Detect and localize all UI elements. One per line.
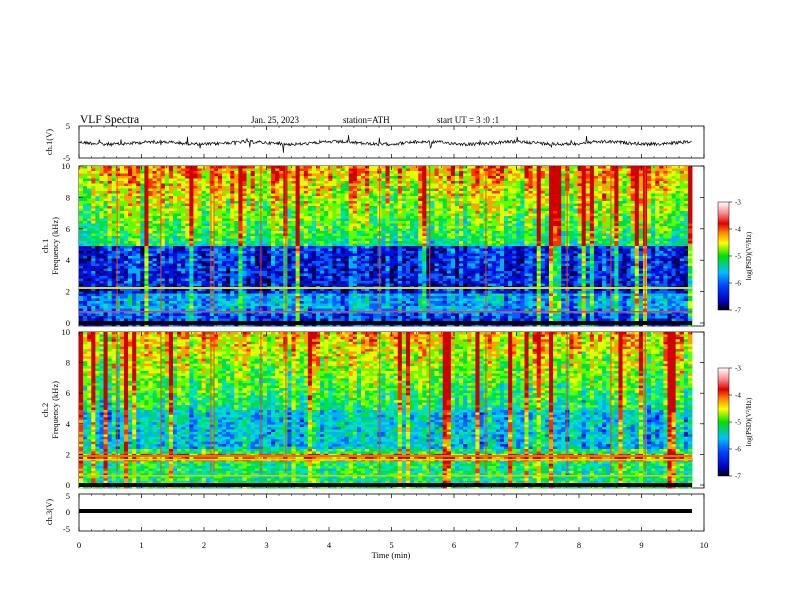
time-tick-label: 5 [389, 540, 393, 550]
start-ut-label: start UT = 3 :0 :1 [437, 115, 499, 125]
freq-tick-label: 4 [66, 255, 71, 265]
freq-tick-label: 10 [62, 327, 71, 337]
colorbar-tick-label: -6 [735, 446, 741, 454]
ch2-spec-ylabel-channel: ch.2 [40, 403, 50, 417]
ch1-ytick-top: 5 [66, 121, 70, 131]
freq-tick-label: 6 [66, 388, 70, 398]
ch3-ytick-mid: 0 [66, 507, 70, 517]
ch2-colorbar-label: log(PSD)(V²/Hz) [745, 397, 753, 446]
colorbar-tick-label: -4 [735, 392, 741, 400]
freq-tick-label: 2 [66, 287, 70, 297]
ch3-ylabel: ch.3(V) [44, 499, 54, 525]
ch3-waveform-line [79, 509, 692, 513]
time-tick-label: 2 [202, 540, 206, 550]
time-tick-label: 7 [514, 540, 518, 550]
colorbar-tick-label: -3 [735, 199, 741, 207]
ch1-colorbar-gradient [718, 202, 729, 310]
ch2-colorbar: -3 -4 -5 -6 -7 log(PSD)(V²/Hz) [718, 365, 753, 481]
ch1-colorbar-label: log(PSD)(V²/Hz) [745, 231, 753, 280]
ch1-spec-ylabel-channel: ch.1 [40, 239, 50, 253]
station-label: station=ATH [343, 115, 390, 125]
ch2-spec-ylabel-freq: Frequency (kHz) [50, 381, 60, 439]
freq-tick-label: 4 [66, 419, 71, 429]
time-axis-label: Time (min) [372, 550, 411, 560]
ch1-colorbar: -3 -4 -5 -6 -7 log(PSD)(V²/Hz) [718, 199, 753, 315]
colorbar-tick-label: -3 [735, 365, 741, 373]
time-tick-label: 3 [264, 540, 268, 550]
ch3-ytick-top: 5 [66, 491, 70, 501]
figure-title: VLF Spectra [80, 114, 139, 126]
ch1-spectrogram-image [79, 166, 692, 326]
ch1-waveform-panel: 5 -5 ch.1(V) [44, 121, 704, 163]
time-tick-label: 4 [327, 540, 332, 550]
colorbar-tick-label: -5 [735, 419, 741, 427]
ch3-waveform-panel: 5 0 -5 ch.3(V) [44, 491, 704, 534]
time-tick-label: 10 [700, 540, 709, 550]
freq-tick-label: 8 [66, 192, 70, 202]
date-label: Jan. 25, 2023 [251, 115, 299, 125]
freq-tick-label: 6 [66, 224, 70, 234]
time-tick-label: 1 [139, 540, 143, 550]
colorbar-tick-label: -7 [735, 473, 741, 481]
colorbar-tick-label: -4 [735, 226, 741, 234]
ch1-spec-ylabel-freq: Frequency (kHz) [50, 217, 60, 275]
colorbar-tick-label: -5 [735, 253, 741, 261]
freq-tick-label: 8 [66, 358, 70, 368]
ch1-ylabel: ch.1(V) [44, 129, 54, 155]
time-tick-label: 9 [639, 540, 643, 550]
ch2-spectrogram-image [79, 332, 692, 488]
freq-tick-label: 10 [62, 161, 71, 171]
ch3-ytick-bottom: -5 [63, 524, 70, 534]
ch2-spectrogram-panel: 10 8 6 4 2 0 ch.2 Frequency (kHz) [40, 327, 704, 490]
ch2-colorbar-gradient [718, 368, 729, 476]
colorbar-tick-label: -6 [735, 280, 741, 288]
time-tick-label: 0 [77, 540, 81, 550]
time-tick-label: 6 [452, 540, 456, 550]
freq-tick-label: 2 [66, 449, 70, 459]
time-tick-label: 8 [577, 540, 581, 550]
freq-tick-label: 0 [66, 480, 70, 490]
colorbar-tick-label: -7 [735, 307, 741, 315]
